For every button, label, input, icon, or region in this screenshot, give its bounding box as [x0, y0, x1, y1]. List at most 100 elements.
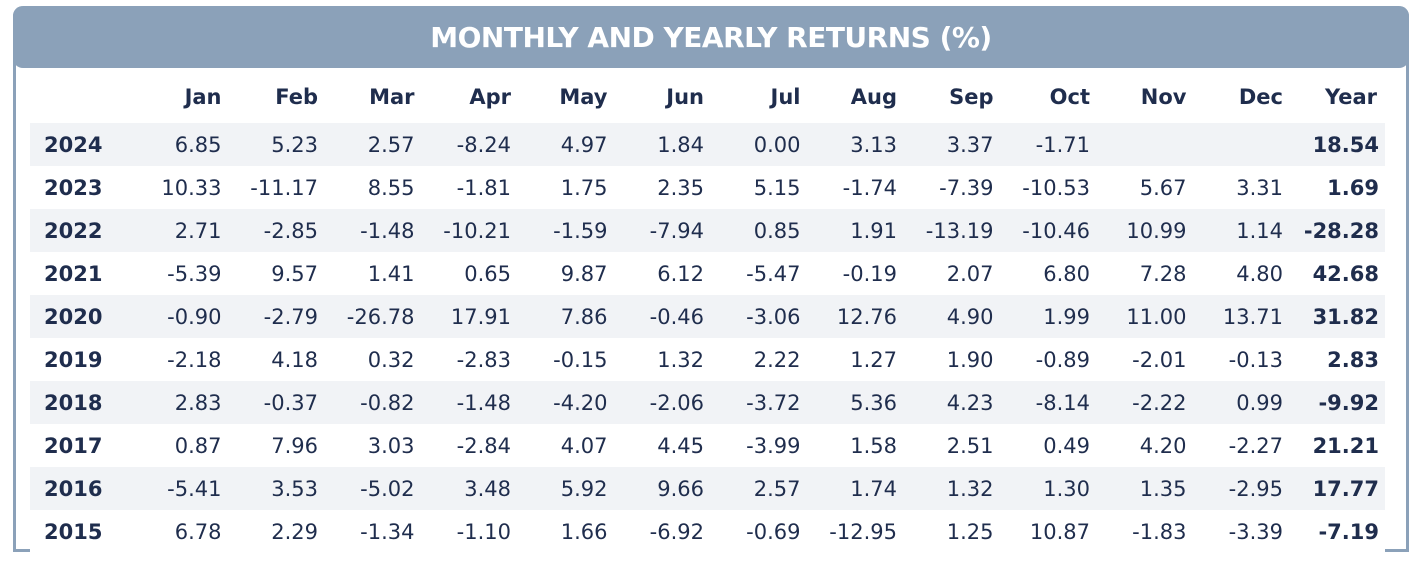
- row-year-label: 2020: [30, 295, 133, 338]
- yearly-return-cell: 17.77: [1291, 467, 1385, 510]
- monthly-return-cell: 2.35: [615, 166, 712, 209]
- column-header: Oct: [1049, 85, 1090, 109]
- row-year-label: 2024: [30, 123, 133, 166]
- monthly-return-cell: -2.01: [1098, 338, 1195, 381]
- monthly-return-cell: -3.06: [712, 295, 809, 338]
- monthly-return-cell: -10.21: [422, 209, 519, 252]
- monthly-return-cell: -1.48: [326, 209, 423, 252]
- table-row: 2018 2.83 -0.37 -0.82 -1.48 -4.20 -2.06 -3.72 5.…: [30, 381, 1385, 424]
- monthly-return-cell: -1.81: [422, 166, 519, 209]
- monthly-return-cell: -4.20: [519, 381, 616, 424]
- monthly-return-cell: -0.90: [133, 295, 230, 338]
- row-year-label: 2015: [30, 510, 133, 553]
- monthly-return-cell: 1.32: [905, 467, 1002, 510]
- monthly-return-cell: 1.32: [615, 338, 712, 381]
- monthly-return-cell: 1.27: [808, 338, 905, 381]
- monthly-return-cell: -2.84: [422, 424, 519, 467]
- monthly-return-cell: [1194, 123, 1291, 166]
- monthly-return-cell: 7.86: [519, 295, 616, 338]
- column-header: Mar: [369, 85, 415, 109]
- row-year-label: 2023: [30, 166, 133, 209]
- monthly-return-cell: 0.65: [422, 252, 519, 295]
- monthly-return-cell: 2.71: [133, 209, 230, 252]
- row-year-label: 2021: [30, 252, 133, 295]
- monthly-return-cell: -0.19: [808, 252, 905, 295]
- table-row: 2023 10.33 -11.17 8.55 -1.81 1.75 2.35 5.15 -1.7…: [30, 166, 1385, 209]
- monthly-return-cell: 3.37: [905, 123, 1002, 166]
- monthly-return-cell: -26.78: [326, 295, 423, 338]
- column-header: Year: [1324, 85, 1377, 109]
- monthly-return-cell: 10.99: [1098, 209, 1195, 252]
- monthly-return-cell: 11.00: [1098, 295, 1195, 338]
- header-row: Jan Feb Mar Apr May Jun Jul Aug Sep Oct …: [30, 75, 1385, 123]
- monthly-return-cell: 5.15: [712, 166, 809, 209]
- monthly-return-cell: -5.47: [712, 252, 809, 295]
- monthly-return-cell: 2.07: [905, 252, 1002, 295]
- column-header: Jan: [184, 85, 222, 109]
- monthly-return-cell: -0.89: [1001, 338, 1098, 381]
- monthly-return-cell: 0.32: [326, 338, 423, 381]
- yearly-return-cell: 21.21: [1291, 424, 1385, 467]
- monthly-return-cell: 6.85: [133, 123, 230, 166]
- monthly-return-cell: -8.24: [422, 123, 519, 166]
- monthly-return-cell: 2.57: [712, 467, 809, 510]
- monthly-return-cell: -7.39: [905, 166, 1002, 209]
- monthly-return-cell: 6.12: [615, 252, 712, 295]
- monthly-return-cell: 0.87: [133, 424, 230, 467]
- monthly-return-cell: 4.45: [615, 424, 712, 467]
- monthly-return-cell: 8.55: [326, 166, 423, 209]
- monthly-return-cell: 1.91: [808, 209, 905, 252]
- monthly-return-cell: 9.87: [519, 252, 616, 295]
- monthly-return-cell: 4.23: [905, 381, 1002, 424]
- yearly-return-cell: 2.83: [1291, 338, 1385, 381]
- monthly-return-cell: 1.75: [519, 166, 616, 209]
- yearly-return-cell: -7.19: [1291, 510, 1385, 553]
- yearly-return-cell: -28.28: [1291, 209, 1385, 252]
- monthly-return-cell: 4.80: [1194, 252, 1291, 295]
- table-row: 2024 6.85 5.23 2.57 -8.24 4.97 1.84 0.00 3.13 3.3…: [30, 123, 1385, 166]
- monthly-return-cell: 4.07: [519, 424, 616, 467]
- monthly-return-cell: -2.95: [1194, 467, 1291, 510]
- monthly-return-cell: -2.79: [229, 295, 326, 338]
- returns-table: Jan Feb Mar Apr May Jun Jul Aug Sep Oct …: [30, 75, 1385, 553]
- row-year-label: 2018: [30, 381, 133, 424]
- monthly-return-cell: 1.99: [1001, 295, 1098, 338]
- monthly-return-cell: 2.29: [229, 510, 326, 553]
- monthly-return-cell: [1098, 123, 1195, 166]
- monthly-return-cell: 3.03: [326, 424, 423, 467]
- monthly-return-cell: -1.71: [1001, 123, 1098, 166]
- corner-cell: [30, 75, 133, 123]
- monthly-return-cell: 5.23: [229, 123, 326, 166]
- table-row: 2017 0.87 7.96 3.03 -2.84 4.07 4.45 -3.99 1.58 2.…: [30, 424, 1385, 467]
- monthly-return-cell: -1.83: [1098, 510, 1195, 553]
- monthly-return-cell: -0.37: [229, 381, 326, 424]
- column-header: Sep: [949, 85, 994, 109]
- monthly-return-cell: -10.46: [1001, 209, 1098, 252]
- monthly-return-cell: 13.71: [1194, 295, 1291, 338]
- column-header: Jun: [666, 85, 704, 109]
- yearly-return-cell: -9.92: [1291, 381, 1385, 424]
- monthly-return-cell: 1.41: [326, 252, 423, 295]
- monthly-return-cell: -1.10: [422, 510, 519, 553]
- monthly-return-cell: -2.06: [615, 381, 712, 424]
- row-year-label: 2017: [30, 424, 133, 467]
- row-year-label: 2016: [30, 467, 133, 510]
- monthly-return-cell: -11.17: [229, 166, 326, 209]
- table-row: 2022 2.71 -2.85 -1.48 -10.21 -1.59 -7.94 0.85 1.…: [30, 209, 1385, 252]
- monthly-return-cell: 5.92: [519, 467, 616, 510]
- monthly-return-cell: 5.67: [1098, 166, 1195, 209]
- monthly-return-cell: -1.34: [326, 510, 423, 553]
- monthly-return-cell: 3.31: [1194, 166, 1291, 209]
- monthly-return-cell: -2.22: [1098, 381, 1195, 424]
- column-header: Aug: [850, 85, 897, 109]
- monthly-return-cell: 0.85: [712, 209, 809, 252]
- monthly-return-cell: 4.90: [905, 295, 1002, 338]
- monthly-return-cell: 10.87: [1001, 510, 1098, 553]
- monthly-return-cell: -3.39: [1194, 510, 1291, 553]
- monthly-return-cell: 0.00: [712, 123, 809, 166]
- monthly-return-cell: -7.94: [615, 209, 712, 252]
- monthly-return-cell: -2.27: [1194, 424, 1291, 467]
- column-header: Nov: [1140, 85, 1187, 109]
- monthly-return-cell: 2.22: [712, 338, 809, 381]
- monthly-return-cell: -0.13: [1194, 338, 1291, 381]
